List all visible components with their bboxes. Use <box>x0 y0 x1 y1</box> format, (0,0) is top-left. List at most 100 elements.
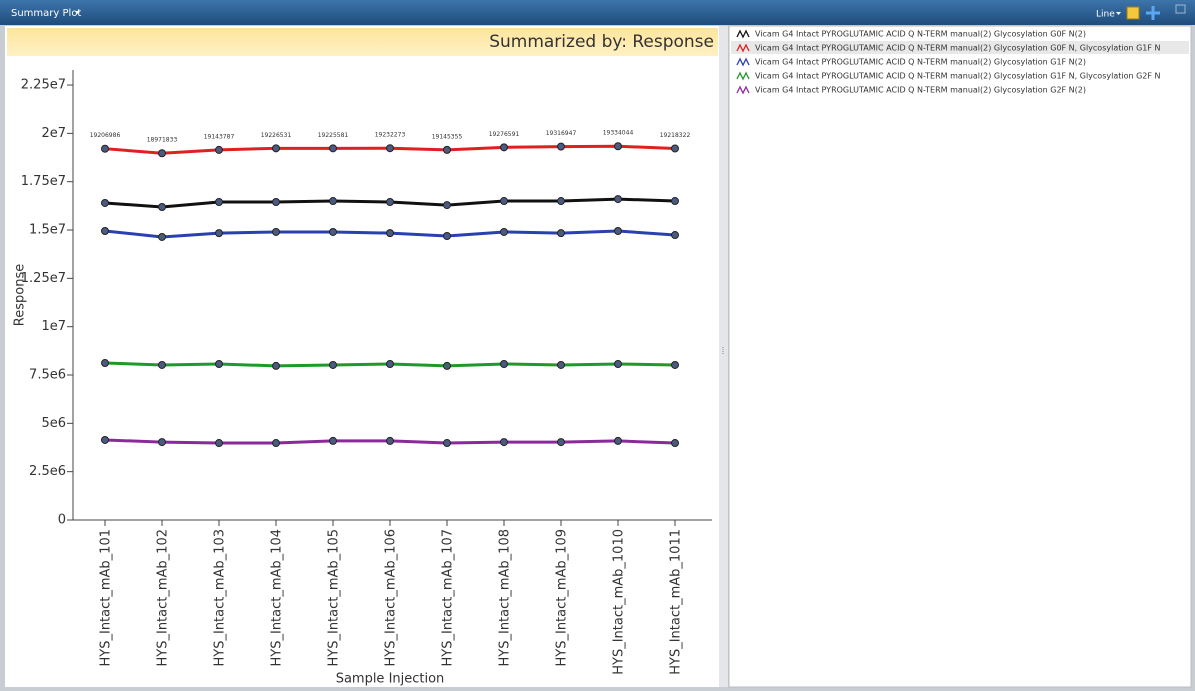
x-tick-label: HYS_Intact_mAb_106 <box>384 529 399 666</box>
data-point[interactable] <box>386 144 394 153</box>
data-point[interactable] <box>386 436 394 445</box>
legend-entry[interactable]: Vicam G4 Intact PYROGLUTAMIC ACID Q N-TE… <box>755 58 1086 67</box>
data-point[interactable] <box>386 229 394 238</box>
x-tick-label: HYS_Intact_mAb_103 <box>213 529 228 666</box>
x-tick-label: HYS_Intact_mAb_105 <box>327 529 342 666</box>
data-point[interactable] <box>215 359 223 368</box>
legend-highlight <box>731 41 1189 54</box>
data-point[interactable] <box>614 226 622 235</box>
data-point[interactable] <box>443 145 451 154</box>
data-point[interactable] <box>329 144 337 153</box>
data-point[interactable] <box>158 438 166 447</box>
data-point[interactable] <box>500 359 508 368</box>
data-point[interactable] <box>272 144 280 153</box>
data-point[interactable] <box>329 436 337 445</box>
dropdown-arrow[interactable] <box>75 11 80 14</box>
data-point[interactable] <box>158 149 166 158</box>
plot-panel <box>5 26 719 687</box>
data-point[interactable] <box>557 360 565 369</box>
toolbar-title[interactable]: Summary Plot <box>11 8 81 19</box>
data-point[interactable] <box>443 439 451 448</box>
data-label: 19225581 <box>318 132 349 139</box>
y-axis-label: Response <box>13 264 28 326</box>
data-point[interactable] <box>101 226 109 235</box>
data-point[interactable] <box>215 229 223 238</box>
x-tick-label: HYS_Intact_mAb_109 <box>555 529 570 666</box>
x-axis-label: Sample Injection <box>336 672 445 687</box>
legend-entry[interactable]: Vicam G4 Intact PYROGLUTAMIC ACID Q N-TE… <box>755 86 1086 95</box>
x-tick-label: HYS_Intact_mAb_101 <box>99 529 114 666</box>
data-point[interactable] <box>614 359 622 368</box>
data-point[interactable] <box>101 198 109 207</box>
y-tick-label: 2.5e6 <box>29 464 66 479</box>
y-tick-label: 1.25e7 <box>21 271 66 286</box>
plot-header <box>7 28 718 56</box>
data-label: 19218322 <box>660 132 691 139</box>
data-point[interactable] <box>500 197 508 206</box>
data-point[interactable] <box>329 227 337 236</box>
data-point[interactable] <box>500 143 508 152</box>
legend-icon <box>736 71 750 81</box>
data-point[interactable] <box>158 203 166 212</box>
data-point[interactable] <box>500 438 508 447</box>
data-point[interactable] <box>101 359 109 368</box>
data-point[interactable] <box>557 229 565 238</box>
data-point[interactable] <box>386 359 394 368</box>
splitter[interactable] <box>719 26 728 687</box>
data-point[interactable] <box>443 201 451 210</box>
data-label: 19226531 <box>261 132 292 139</box>
data-label: 19145355 <box>432 133 463 140</box>
legend-entry[interactable]: Vicam G4 Intact PYROGLUTAMIC ACID Q N-TE… <box>755 72 1161 81</box>
data-point[interactable] <box>386 197 394 206</box>
data-point[interactable] <box>671 439 679 448</box>
legend-entry[interactable]: Vicam G4 Intact PYROGLUTAMIC ACID Q N-TE… <box>755 44 1161 53</box>
dropdown-arrow[interactable] <box>1116 12 1121 15</box>
pan-icon[interactable] <box>1146 6 1160 20</box>
data-point[interactable] <box>671 144 679 153</box>
y-tick-label: 0 <box>58 513 66 528</box>
y-tick-label: 2.25e7 <box>21 78 66 93</box>
data-point[interactable] <box>272 227 280 236</box>
data-point[interactable] <box>500 227 508 236</box>
data-point[interactable] <box>557 142 565 151</box>
data-point[interactable] <box>329 360 337 369</box>
data-point[interactable] <box>614 436 622 445</box>
x-tick-label: HYS_Intact_mAb_108 <box>498 529 513 666</box>
data-point[interactable] <box>101 144 109 153</box>
legend-icon <box>736 85 750 95</box>
data-point[interactable] <box>158 232 166 241</box>
toolbar-icon[interactable] <box>1126 6 1140 20</box>
data-point[interactable] <box>329 197 337 206</box>
data-point[interactable] <box>272 361 280 370</box>
data-point[interactable] <box>557 438 565 447</box>
legend-entry[interactable]: Vicam G4 Intact PYROGLUTAMIC ACID Q N-TE… <box>755 30 1086 39</box>
data-point[interactable] <box>215 439 223 448</box>
data-point[interactable] <box>443 232 451 241</box>
data-point[interactable] <box>671 360 679 369</box>
data-point[interactable] <box>272 439 280 448</box>
data-point[interactable] <box>158 360 166 369</box>
legend-icon <box>736 29 750 39</box>
data-point[interactable] <box>671 231 679 240</box>
restore-icon[interactable] <box>1175 4 1186 14</box>
data-point[interactable] <box>614 142 622 151</box>
data-point[interactable] <box>215 197 223 206</box>
x-tick-label: HYS_Intact_mAb_107 <box>441 529 456 666</box>
data-label: 19232273 <box>375 132 406 139</box>
data-label: 19206986 <box>90 132 121 139</box>
data-point[interactable] <box>671 197 679 206</box>
data-point[interactable] <box>272 197 280 206</box>
y-tick-label: 2e7 <box>41 126 66 141</box>
plot-mode[interactable]: Line <box>1096 10 1115 20</box>
data-point[interactable] <box>443 361 451 370</box>
x-tick-label: HYS_Intact_mAb_1011 <box>669 529 684 675</box>
data-point[interactable] <box>101 435 109 444</box>
data-point[interactable] <box>215 145 223 154</box>
y-tick-label: 1.75e7 <box>21 174 66 189</box>
data-label: 19334044 <box>603 130 634 137</box>
y-tick-label: 7.5e6 <box>29 368 66 383</box>
data-point[interactable] <box>557 197 565 206</box>
toolbar <box>0 0 1195 25</box>
data-point[interactable] <box>614 195 622 204</box>
